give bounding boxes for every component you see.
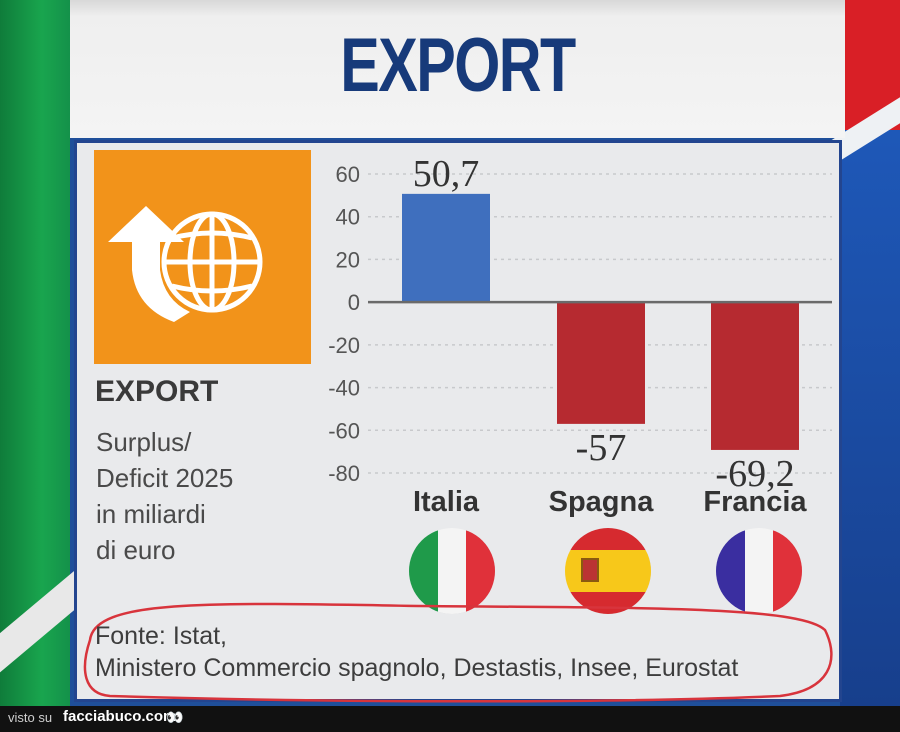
y-tick-label: -40 [328,376,360,401]
y-tick-label: -80 [328,461,360,486]
bar [402,193,490,303]
y-tick-label: -60 [328,418,360,443]
side-subtitle: Surplus/ Deficit 2025 in miliardi di eur… [96,424,316,568]
source-line: Fonte: Istat, [95,622,228,650]
y-tick-label: 0 [348,290,360,315]
source-line: Ministero Commercio spagnolo, Destastis,… [95,654,739,682]
spain-flag-icon [565,528,651,614]
eyes-icon: 👀 [166,709,184,725]
header: EXPORT [70,0,845,138]
y-tick-label: -20 [328,333,360,358]
y-tick-label: 60 [336,162,360,187]
bar [557,302,645,424]
footer-prefix: visto su [8,710,53,725]
subtitle-line: di euro [96,535,176,565]
category-label: Italia [413,486,480,518]
data-label: -69,2 [715,453,794,495]
data-label: -57 [576,427,627,469]
italy-flag-icon [409,528,495,614]
data-label: 50,7 [413,153,480,195]
subtitle-line: Deficit 2025 [96,463,234,493]
france-flag-icon [716,528,802,614]
subtitle-line: in miliardi [96,499,206,529]
category-label: Francia [703,486,807,518]
footer-brand[interactable]: facciabuco.com [63,708,177,725]
bar [711,302,799,450]
side-title: EXPORT [95,375,219,408]
source-note: Fonte: Istat, Ministero Commercio spagno… [95,620,738,684]
subtitle-line: Surplus/ [96,427,192,457]
blue-band [840,130,900,706]
category-label: Spagna [549,486,655,518]
globe-export-icon [94,150,311,364]
page-title: EXPORT [340,23,576,108]
footer-bar [0,706,900,732]
y-tick-label: 40 [336,205,360,230]
y-tick-label: 20 [336,247,360,272]
